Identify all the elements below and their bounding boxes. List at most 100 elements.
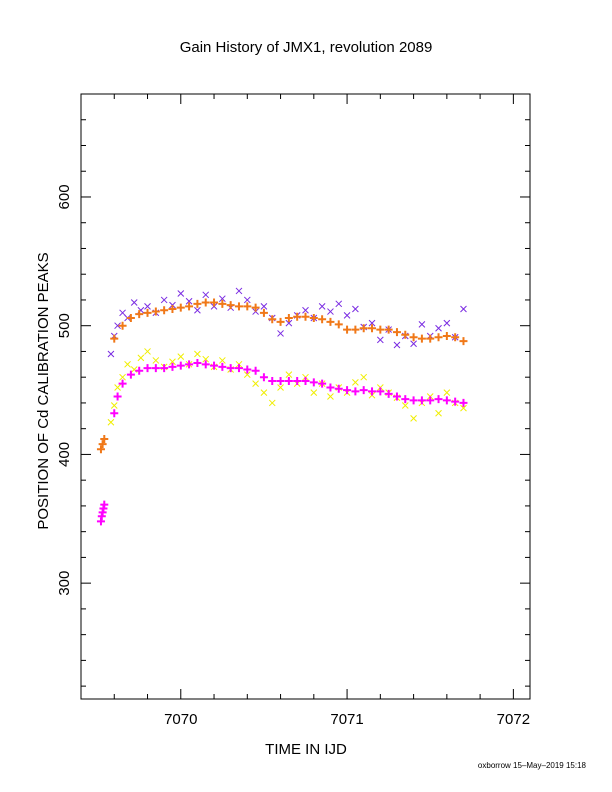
- data-point: [252, 380, 259, 387]
- data-point: [259, 308, 268, 317]
- data-point: [259, 373, 268, 382]
- data-point: [124, 360, 131, 368]
- data-point: [130, 299, 138, 306]
- data-point: [218, 362, 227, 371]
- data-point: [243, 302, 252, 311]
- data-point: [226, 364, 235, 373]
- data-point: [360, 373, 368, 381]
- data-point: [110, 409, 119, 418]
- data-point: [301, 377, 310, 386]
- data-point: [169, 358, 176, 366]
- data-point: [293, 312, 302, 321]
- data-point: [301, 312, 310, 321]
- data-point: [135, 310, 144, 319]
- data-point: [234, 302, 243, 311]
- data-point: [426, 396, 435, 405]
- data-point: [218, 357, 226, 364]
- data-point: [368, 319, 376, 327]
- data-point: [435, 324, 442, 332]
- data-point: [151, 364, 160, 373]
- data-point: [251, 366, 260, 375]
- data-point: [268, 377, 277, 386]
- data-point: [359, 386, 368, 395]
- data-point: [443, 389, 451, 396]
- data-point: [126, 313, 135, 322]
- data-point: [226, 301, 235, 310]
- data-point: [327, 308, 334, 315]
- data-point: [326, 317, 335, 326]
- data-point: [185, 302, 194, 311]
- data-point: [185, 360, 194, 369]
- data-point: [376, 325, 385, 334]
- data-point: [151, 307, 160, 316]
- data-point: [409, 333, 418, 342]
- data-point: [218, 295, 226, 303]
- data-point: [234, 364, 243, 373]
- data-point: [309, 313, 318, 322]
- data-point: [235, 287, 243, 295]
- data-point: [243, 296, 251, 304]
- data-point: [302, 306, 309, 314]
- series-0: [107, 287, 467, 358]
- data-point: [160, 364, 169, 373]
- data-point: [202, 291, 210, 299]
- x-tick-label: 7071: [330, 711, 363, 728]
- data-point: [100, 434, 109, 443]
- series-3: [96, 359, 468, 526]
- data-point: [260, 303, 268, 310]
- data-point: [251, 303, 260, 312]
- data-point: [168, 362, 177, 371]
- data-point: [417, 334, 426, 343]
- data-point: [152, 357, 160, 364]
- data-point: [268, 315, 277, 324]
- data-point: [434, 333, 443, 342]
- footer-credit: oxborrow 15–May–2019 15:18: [478, 761, 587, 770]
- data-point: [359, 324, 368, 333]
- y-axis-label: POSITION OF Cd CALIBRATION PEAKS: [35, 252, 52, 529]
- y-tick-label: 400: [56, 442, 73, 467]
- data-point: [268, 399, 276, 407]
- x-tick-label: 7072: [497, 711, 530, 728]
- data-point: [334, 320, 343, 329]
- data-point: [126, 370, 135, 379]
- data-point: [100, 500, 109, 509]
- data-point: [285, 319, 293, 327]
- data-point: [218, 299, 227, 308]
- data-point: [368, 324, 377, 333]
- data-point: [352, 378, 359, 386]
- data-point: [376, 336, 384, 344]
- data-point: [176, 303, 185, 312]
- data-point: [260, 389, 268, 396]
- data-point: [326, 383, 335, 392]
- data-point: [426, 334, 435, 343]
- data-point: [451, 397, 460, 406]
- data-point: [193, 299, 202, 308]
- data-point: [310, 389, 318, 396]
- data-point: [443, 319, 451, 327]
- data-point: [137, 354, 145, 362]
- data-point: [376, 387, 385, 396]
- data-point: [119, 309, 126, 317]
- axis-ticks: [80, 93, 530, 699]
- series-2: [107, 348, 467, 426]
- data-point: [194, 306, 201, 314]
- data-point: [459, 398, 468, 407]
- x-axis-label: TIME IN IJD: [265, 741, 347, 758]
- data-point: [276, 377, 285, 386]
- data-point: [401, 395, 410, 404]
- data-point: [277, 330, 284, 337]
- data-point: [107, 418, 115, 426]
- data-point: [107, 350, 115, 358]
- data-point: [177, 353, 185, 360]
- data-point: [334, 384, 343, 393]
- data-point: [384, 325, 393, 334]
- data-point: [417, 396, 426, 405]
- data-point: [284, 377, 293, 386]
- data-point: [335, 300, 343, 308]
- data-point: [160, 296, 168, 304]
- data-point: [114, 322, 121, 330]
- data-point: [118, 321, 127, 330]
- data-point: [160, 306, 169, 315]
- data-point: [202, 355, 210, 363]
- data-point: [114, 384, 121, 391]
